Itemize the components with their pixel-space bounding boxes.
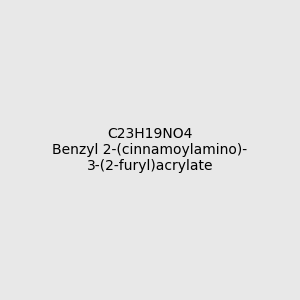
Text: C23H19NO4
Benzyl 2-(cinnamoylamino)-
3-(2-furyl)acrylate: C23H19NO4 Benzyl 2-(cinnamoylamino)- 3-(… bbox=[52, 127, 247, 173]
